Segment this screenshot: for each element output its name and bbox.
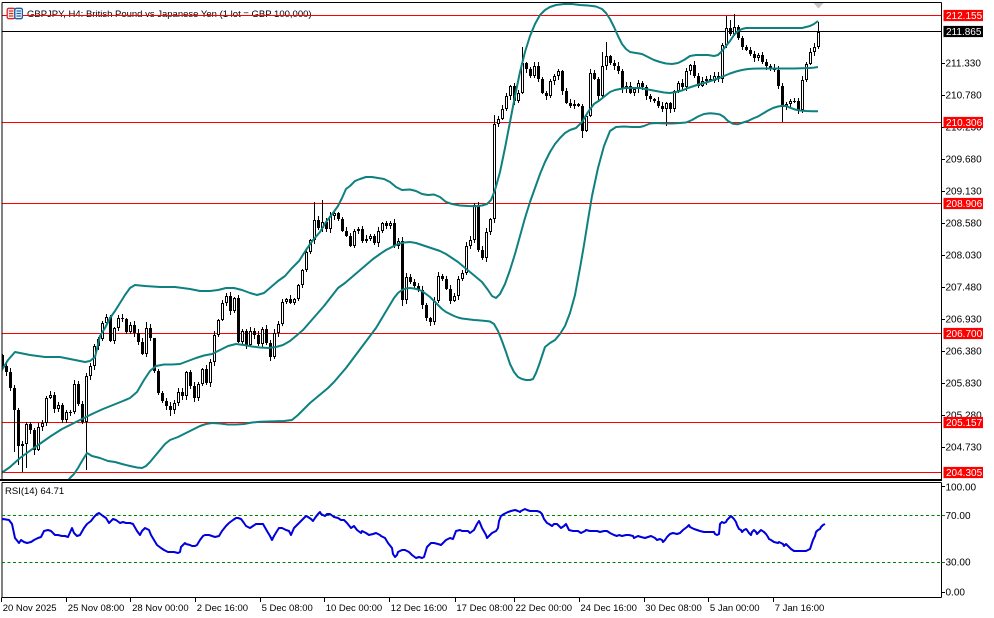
svg-text:204.305: 204.305 — [946, 468, 983, 479]
svg-text:0.00: 0.00 — [946, 587, 966, 598]
svg-text:212.155: 212.155 — [946, 11, 983, 22]
svg-text:17 Dec 08:00: 17 Dec 08:00 — [456, 603, 513, 614]
svg-text:210.780: 210.780 — [946, 90, 983, 101]
svg-text:208.030: 208.030 — [946, 250, 983, 261]
svg-text:206.700: 206.700 — [946, 329, 983, 340]
svg-text:209.130: 209.130 — [946, 186, 983, 197]
svg-text:205.280: 205.280 — [946, 411, 983, 422]
svg-text:205.157: 205.157 — [946, 418, 983, 429]
svg-text:5 Jan 00:00: 5 Jan 00:00 — [710, 603, 760, 614]
svg-text:207.480: 207.480 — [946, 282, 983, 293]
svg-text:204.730: 204.730 — [946, 443, 983, 454]
svg-text:206.380: 206.380 — [946, 347, 983, 358]
svg-text:12 Dec 16:00: 12 Dec 16:00 — [391, 603, 448, 614]
svg-text:211.330: 211.330 — [946, 58, 982, 69]
svg-text:24 Dec 16:00: 24 Dec 16:00 — [580, 603, 637, 614]
svg-text:25 Nov 08:00: 25 Nov 08:00 — [68, 603, 125, 614]
svg-text:RSI(14) 64.71: RSI(14) 64.71 — [5, 486, 64, 497]
svg-text:22 Dec 00:00: 22 Dec 00:00 — [516, 603, 573, 614]
svg-text:210.306: 210.306 — [946, 118, 983, 129]
svg-text:209.680: 209.680 — [946, 154, 983, 165]
svg-text:10 Dec 00:00: 10 Dec 00:00 — [326, 603, 383, 614]
svg-text:28 Nov 00:00: 28 Nov 00:00 — [132, 603, 189, 614]
svg-text:30 Dec 08:00: 30 Dec 08:00 — [645, 603, 702, 614]
svg-text:20 Nov 2025: 20 Nov 2025 — [3, 603, 57, 614]
svg-text:205.830: 205.830 — [946, 379, 983, 390]
svg-text:208.580: 208.580 — [946, 218, 983, 229]
svg-text:7 Jan 16:00: 7 Jan 16:00 — [775, 603, 825, 614]
svg-text:211.865: 211.865 — [946, 27, 982, 38]
svg-text:206.930: 206.930 — [946, 314, 983, 325]
svg-text:70.00: 70.00 — [946, 511, 971, 522]
svg-text:100.00: 100.00 — [946, 482, 977, 493]
svg-text:GBPJPY, H4: British Pound vs J: GBPJPY, H4: British Pound vs Japanese Ye… — [27, 9, 312, 20]
svg-text:208.906: 208.906 — [946, 199, 983, 210]
svg-text:30.00: 30.00 — [946, 558, 971, 569]
svg-text:5 Dec 08:00: 5 Dec 08:00 — [262, 603, 313, 614]
svg-text:2 Dec 16:00: 2 Dec 16:00 — [197, 603, 248, 614]
